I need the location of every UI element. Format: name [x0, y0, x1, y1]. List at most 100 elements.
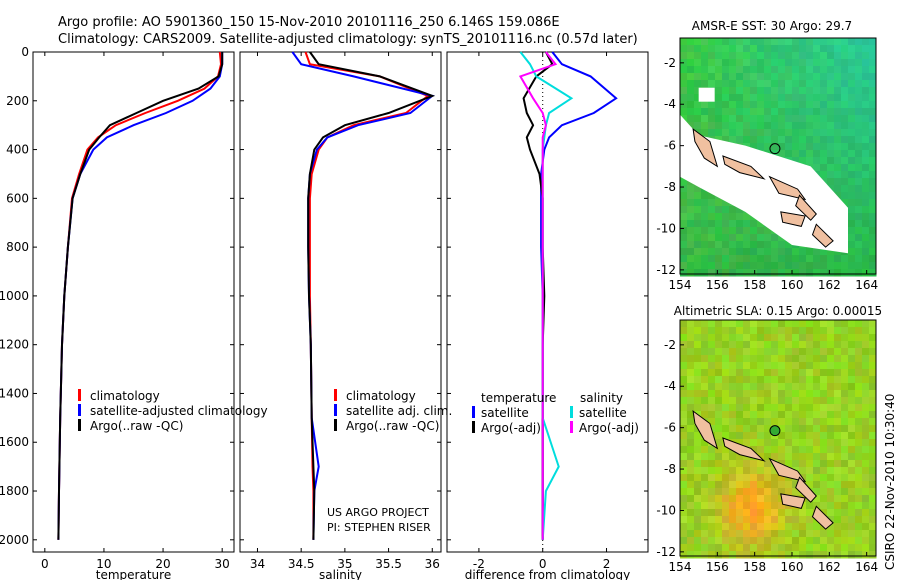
map-cell	[757, 73, 765, 81]
map-cell	[820, 94, 828, 102]
map-cell	[841, 66, 849, 74]
map-cell	[799, 255, 807, 263]
map-cell	[694, 551, 702, 559]
map-cell	[715, 488, 723, 496]
map-cell	[708, 488, 716, 496]
map-cell	[827, 523, 835, 531]
map-cell	[806, 341, 814, 349]
map-cell	[757, 390, 765, 398]
map-cell	[841, 376, 849, 384]
map-cell	[799, 73, 807, 81]
map-cell	[764, 255, 772, 263]
map-cell	[757, 341, 765, 349]
map-cell	[820, 488, 828, 496]
map-cell	[736, 516, 744, 524]
map-cell	[841, 320, 849, 328]
map-cell	[715, 122, 723, 130]
map-cell	[778, 341, 786, 349]
map-cell	[785, 446, 793, 454]
x-tick-label: 162	[818, 560, 841, 574]
legend-label: satellite	[481, 406, 529, 420]
map-cell	[820, 136, 828, 144]
map-cell	[820, 52, 828, 60]
map-cell	[680, 192, 688, 200]
map-cell	[687, 495, 695, 503]
map-cell	[778, 397, 786, 405]
map-cell	[862, 481, 870, 489]
map-cell	[841, 192, 849, 200]
map-cell	[869, 66, 877, 74]
map-cell	[694, 108, 702, 116]
map-cell	[715, 59, 723, 67]
map-cell	[680, 199, 688, 207]
y-tick-label: -2	[664, 338, 676, 352]
map-cell	[855, 38, 863, 46]
map-cell	[729, 509, 737, 517]
map-cell	[750, 108, 758, 116]
map-cell	[792, 432, 800, 440]
map-cell	[757, 255, 765, 263]
map-cell	[680, 115, 688, 123]
map-cell	[694, 73, 702, 81]
map-cell	[792, 255, 800, 263]
map-cell	[687, 530, 695, 538]
map-cell	[694, 544, 702, 552]
map-cell	[750, 80, 758, 88]
map-cell	[820, 376, 828, 384]
map-cell	[701, 108, 709, 116]
map-cell	[680, 262, 688, 270]
map-cell	[736, 73, 744, 81]
map-cell	[834, 185, 842, 193]
map-cell	[799, 45, 807, 53]
map-cell	[757, 418, 765, 426]
map-cell	[694, 87, 702, 95]
map-cell	[694, 234, 702, 242]
island	[795, 194, 817, 221]
map-cell	[701, 115, 709, 123]
map-cell	[771, 87, 779, 95]
map-cell	[792, 544, 800, 552]
map-cell	[869, 467, 877, 475]
map-cell	[834, 474, 842, 482]
map-cell	[729, 327, 737, 335]
map-cell	[848, 213, 856, 221]
map-cell	[785, 150, 793, 158]
map-cell	[729, 348, 737, 356]
map-cell	[771, 234, 779, 242]
map-cell	[680, 530, 688, 538]
map-cell	[869, 136, 877, 144]
map-cell	[757, 108, 765, 116]
map-cell	[694, 38, 702, 46]
map-cell	[848, 234, 856, 242]
map-cell	[680, 178, 688, 186]
map-cell	[778, 115, 786, 123]
map-cell	[806, 446, 814, 454]
map-cell	[715, 544, 723, 552]
series-line	[304, 51, 430, 540]
map-cell	[834, 397, 842, 405]
map-cell	[764, 418, 772, 426]
map-cell	[687, 220, 695, 228]
map-cell	[834, 327, 842, 335]
map-cell	[743, 509, 751, 517]
map-cell	[785, 411, 793, 419]
map-cell	[743, 348, 751, 356]
map-cell	[785, 509, 793, 517]
map-cell	[813, 404, 821, 412]
map-cell	[680, 453, 688, 461]
map-cell	[778, 269, 786, 277]
map-cell	[778, 52, 786, 60]
map-cell	[743, 523, 751, 531]
map-cell	[750, 530, 758, 538]
map-cell	[841, 150, 849, 158]
map-cell	[778, 516, 786, 524]
map-cell	[687, 115, 695, 123]
map-cell	[680, 206, 688, 214]
map-cell	[820, 460, 828, 468]
map-cell	[834, 551, 842, 559]
map-cell	[687, 432, 695, 440]
map-cell	[848, 432, 856, 440]
map-cell	[834, 446, 842, 454]
map-cell	[862, 460, 870, 468]
map-cell	[743, 495, 751, 503]
